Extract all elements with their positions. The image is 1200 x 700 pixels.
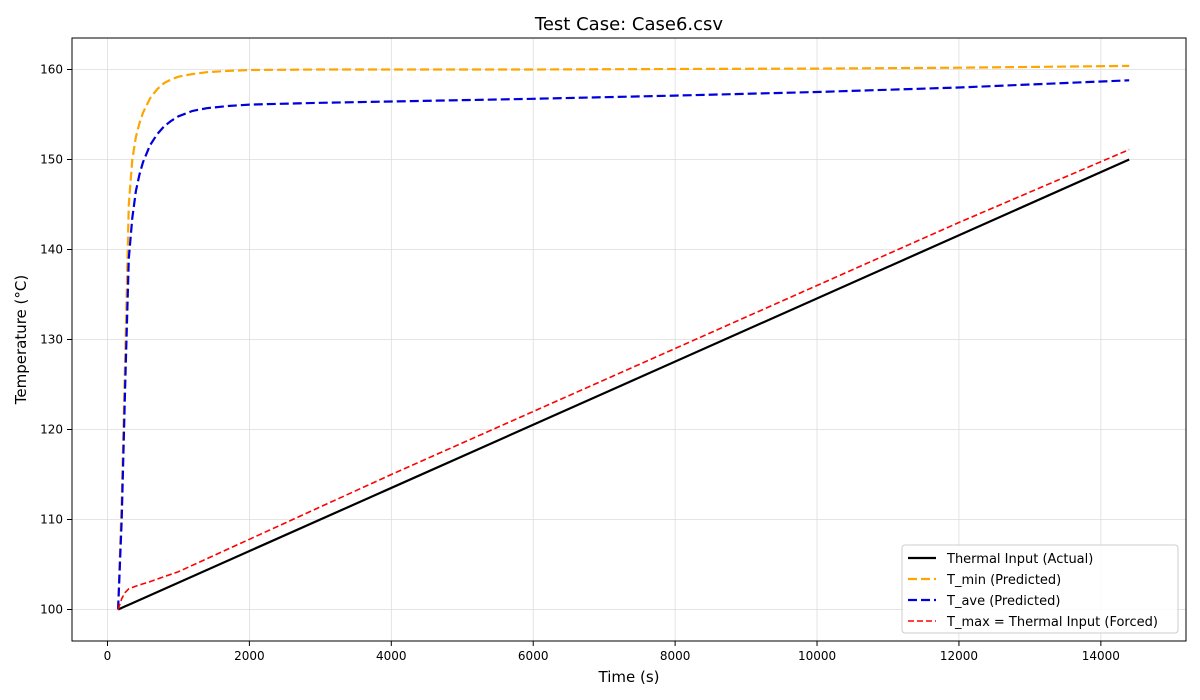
x-tick-label: 14000 — [1082, 649, 1120, 663]
legend-label: Thermal Input (Actual) — [946, 552, 1093, 567]
legend-label: T_min (Predicted) — [946, 573, 1061, 588]
y-tick-label: 140 — [40, 243, 63, 257]
legend-box — [901, 544, 1179, 634]
legend-label: T_max = Thermal Input (Forced) — [946, 615, 1158, 630]
x-axis-label: Time (s) — [598, 668, 660, 686]
y-tick-label: 110 — [40, 513, 63, 527]
y-tick-label: 100 — [40, 603, 63, 617]
axis-ticks: 0 2000 4000 6000 8000 10000 12000 14000 100 110 12… — [40, 63, 1120, 664]
x-tick-label: 10000 — [798, 649, 836, 663]
y-tick-label: 150 — [40, 153, 63, 167]
y-tick-label: 130 — [40, 333, 63, 347]
x-tick-label: 12000 — [940, 649, 978, 663]
x-tick-label: 4000 — [376, 649, 407, 663]
y-axis-label: Temperature (°C) — [12, 275, 30, 405]
x-tick-label: 6000 — [518, 649, 549, 663]
series-line-thermal-input-actual — [117, 158, 1130, 611]
series-lines — [117, 64, 1130, 611]
x-tick-label: 2000 — [234, 649, 265, 663]
x-tick-label: 8000 — [660, 649, 691, 663]
chart-title: Test Case: Case6.csv — [534, 14, 724, 35]
series-line-t-min-predicted — [117, 64, 1130, 610]
legend: Thermal Input (Actual) T_min (Predicted) T… — [901, 544, 1179, 634]
series-line-t-max-thermal-input-forced — [117, 148, 1130, 610]
y-tick-label: 160 — [40, 63, 63, 77]
legend-label: T_ave (Predicted) — [946, 594, 1060, 609]
series-line-t-ave-predicted — [117, 79, 1130, 610]
y-tick-label: 120 — [40, 423, 63, 437]
x-tick-label: 0 — [104, 649, 112, 663]
